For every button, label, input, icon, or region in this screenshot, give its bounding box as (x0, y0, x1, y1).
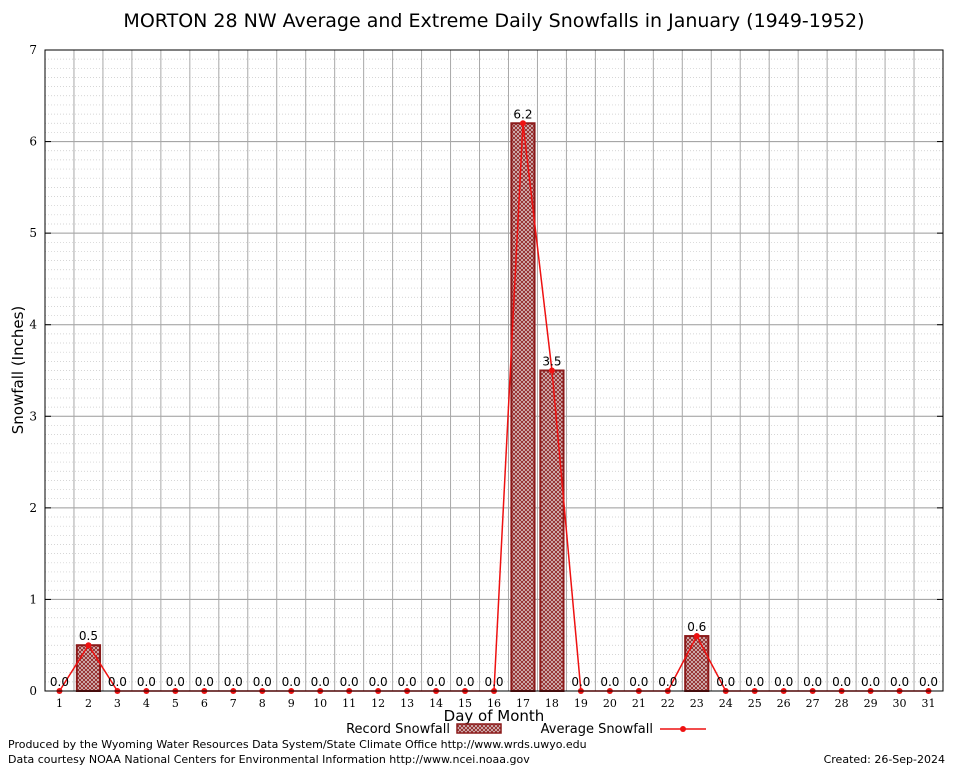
data-label: 0.0 (484, 675, 503, 689)
data-label: 0.0 (398, 675, 417, 689)
y-axis-title: Snowfall (Inches) (9, 306, 27, 434)
data-label: 0.0 (774, 675, 793, 689)
y-tick-label: 3 (29, 409, 37, 423)
x-tick-label: 22 (661, 697, 675, 710)
x-tick-label: 29 (864, 697, 878, 710)
legend: Record Snowfall Average Snowfall (346, 722, 706, 737)
y-tick-label: 1 (29, 592, 37, 606)
legend-record-swatch (456, 723, 502, 734)
x-tick-label: 28 (835, 697, 849, 710)
y-tick-labels: 0 1 2 3 4 5 6 7 (29, 43, 943, 698)
average-point (519, 120, 526, 127)
data-label: 0.0 (803, 675, 822, 689)
plot-frame (44, 49, 944, 692)
data-label: 3.5 (542, 355, 561, 369)
legend-average-label: Average Snowfall (541, 722, 653, 737)
x-tick-label: 23 (690, 697, 704, 710)
x-tick-label: 21 (632, 697, 646, 710)
x-tick-label: 26 (777, 697, 791, 710)
x-tick-label: 24 (719, 697, 733, 710)
x-tick-label: 17 (516, 697, 530, 710)
x-tick-label: 7 (230, 697, 237, 710)
data-label: 0.0 (658, 675, 677, 689)
data-label: 0.0 (137, 675, 156, 689)
x-axis-title: Day of Month (444, 707, 545, 725)
average-line (56, 120, 932, 694)
legend-average-marker (680, 726, 686, 732)
data-label: 0.0 (369, 675, 388, 689)
x-tick-label: 2 (85, 697, 92, 710)
y-tick-label: 2 (29, 501, 37, 515)
data-label: 0.0 (455, 675, 474, 689)
x-tick-label: 30 (893, 697, 907, 710)
record-bar (684, 635, 710, 692)
x-tick-label: 11 (342, 697, 356, 710)
x-tick-label: 18 (545, 697, 559, 710)
y-tick-label: 0 (29, 684, 37, 698)
x-tick-label: 14 (429, 697, 443, 710)
data-label: 0.0 (919, 675, 938, 689)
data-label: 0.0 (108, 675, 127, 689)
data-label: 6.2 (513, 107, 532, 121)
data-label: 0.6 (687, 620, 706, 634)
x-tick-label: 3 (114, 697, 121, 710)
y-tick-label: 5 (29, 226, 37, 240)
chart-title: MORTON 28 NW Average and Extreme Daily S… (123, 10, 864, 32)
x-tick-label: 4 (143, 697, 150, 710)
data-label: 0.5 (79, 629, 98, 643)
x-tick-labels: 1 2 3 4 5 6 7 8 9 10 11 12 13 14 15 16 17 18 19 20 21 22 23 24 2… (56, 697, 936, 710)
data-label: 0.0 (311, 675, 330, 689)
record-bar (510, 122, 536, 692)
data-label: 0.0 (832, 675, 851, 689)
x-tick-label: 6 (201, 697, 208, 710)
average-point (85, 642, 92, 649)
average-point (548, 367, 555, 374)
footer-produced-by: Produced by the Wyoming Water Resources … (8, 738, 587, 751)
data-label: 0.0 (427, 675, 446, 689)
x-tick-label: 13 (400, 697, 414, 710)
average-point (693, 633, 700, 640)
x-tick-label: 16 (487, 697, 501, 710)
x-tick-label: 10 (313, 697, 327, 710)
x-tick-label: 25 (748, 697, 762, 710)
footer-created: Created: 26-Sep-2024 (823, 753, 945, 766)
y-tick-label: 4 (29, 318, 37, 332)
x-tick-label: 12 (371, 697, 385, 710)
data-label: 0.0 (50, 675, 69, 689)
grid-lines (44, 49, 944, 692)
bars (75, 122, 710, 693)
data-label: 0.0 (890, 675, 909, 689)
x-tick-label: 15 (458, 697, 472, 710)
record-bar (75, 644, 102, 693)
data-label: 0.0 (195, 675, 214, 689)
x-tick-label: 31 (922, 697, 936, 710)
x-tick-label: 9 (288, 697, 295, 710)
data-label: 0.0 (629, 675, 648, 689)
x-tick-label: 5 (172, 697, 179, 710)
y-tick-label: 7 (29, 43, 37, 57)
x-tick-label: 27 (806, 697, 820, 710)
data-label: 0.0 (861, 675, 880, 689)
data-label: 0.0 (166, 675, 185, 689)
x-tick-label: 19 (574, 697, 588, 710)
legend-record-label: Record Snowfall (346, 722, 450, 737)
record-bar (539, 369, 565, 692)
data-label: 0.0 (282, 675, 301, 689)
data-labels: 0.0 0.5 0.0 0.0 0.0 0.0 0.0 0.0 0.0 0.0 0.0 0.0 0.0 0… (50, 107, 938, 689)
data-label: 0.0 (340, 675, 359, 689)
data-label: 0.0 (224, 675, 243, 689)
x-tick-label: 20 (603, 697, 617, 710)
data-label: 0.0 (745, 675, 764, 689)
data-label: 0.0 (571, 675, 590, 689)
x-tick-label: 1 (56, 697, 63, 710)
footer-data-courtesy: Data courtesy NOAA National Centers for … (8, 753, 530, 766)
x-tick-label: 8 (259, 697, 266, 710)
data-label: 0.0 (716, 675, 735, 689)
data-label: 0.0 (600, 675, 619, 689)
y-tick-label: 6 (29, 135, 37, 149)
data-label: 0.0 (253, 675, 272, 689)
